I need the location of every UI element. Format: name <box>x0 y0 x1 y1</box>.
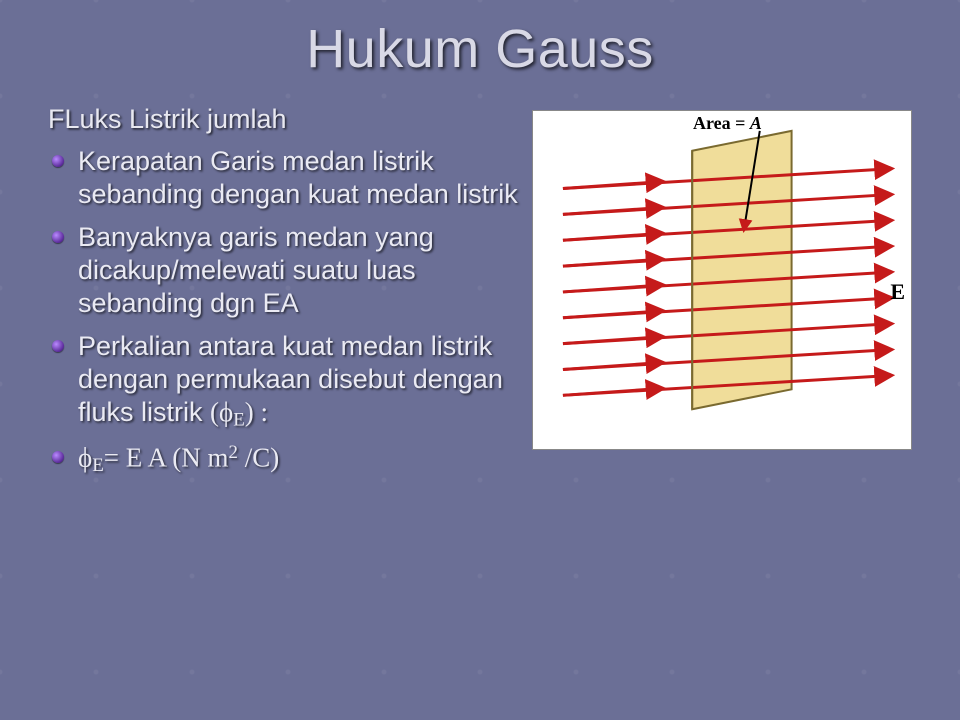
bullet-item: Perkalian antara kuat medan listrik deng… <box>48 330 520 432</box>
bullet-item: Banyaknya garis medan yang dicakup/melew… <box>48 221 520 320</box>
content-row: FLuks Listrik jumlah Kerapatan Garis med… <box>40 104 920 488</box>
figure-column: Area = A E <box>532 104 920 450</box>
formula-rhs-a: E A (N m <box>119 443 229 473</box>
formula-exp: 2 <box>229 442 238 463</box>
phi-open: (ϕ <box>210 397 233 427</box>
flux-svg <box>533 111 911 449</box>
formula-rhs-b: /C) <box>238 443 279 473</box>
bullet-text: Perkalian antara kuat medan listrik deng… <box>78 331 503 427</box>
area-label: Area = A <box>693 113 762 134</box>
slide-title: Hukum Gauss <box>40 18 920 80</box>
bullet-list: Kerapatan Garis medan listrik sebanding … <box>48 145 520 478</box>
formula-bullet: ϕE= E A (N m2 /C) <box>48 441 520 477</box>
text-column: FLuks Listrik jumlah Kerapatan Garis med… <box>40 104 520 488</box>
formula-eq: = <box>104 443 119 473</box>
formula-lhs-sub: E <box>92 456 104 477</box>
flux-figure: Area = A E <box>532 110 912 450</box>
phi-sub-e: E <box>233 409 245 430</box>
phi-close: ) : <box>245 397 268 427</box>
bullet-item: Kerapatan Garis medan listrik sebanding … <box>48 145 520 211</box>
subheading: FLuks Listrik jumlah <box>48 104 520 135</box>
area-plane <box>692 131 791 409</box>
area-label-text: Area = <box>693 113 750 133</box>
field-label: E <box>890 279 905 305</box>
formula-lhs-symbol: ϕ <box>78 443 92 473</box>
area-label-var: A <box>750 113 762 133</box>
slide: Hukum Gauss FLuks Listrik jumlah Kerapat… <box>0 0 960 720</box>
phi-symbol: (ϕE) : <box>210 397 268 427</box>
